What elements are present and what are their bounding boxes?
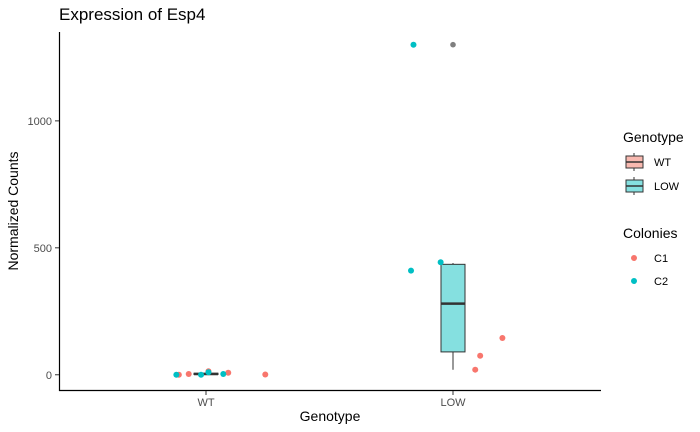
data-point-c1 xyxy=(472,366,479,373)
data-point-c2 xyxy=(220,371,227,378)
y-tick-label: 1000 xyxy=(28,116,52,128)
data-point-c1 xyxy=(477,352,484,359)
data-point-c2 xyxy=(205,369,212,376)
data-point-c1 xyxy=(225,369,232,376)
legend-genotype-label: WT xyxy=(654,157,671,169)
data-point-c1 xyxy=(262,371,269,378)
plot-area xyxy=(173,41,506,378)
data-point-c2 xyxy=(408,267,415,274)
box-outlier-point xyxy=(450,41,456,48)
legend-point-key xyxy=(631,255,637,261)
legend-genotype-items: WT LOW xyxy=(625,153,680,195)
y-tick-label: 0 xyxy=(46,370,52,382)
y-axis-title: Normalized Counts xyxy=(5,151,21,270)
data-point-c2 xyxy=(198,371,205,378)
legend: Genotype WT LOW Colonies C1 C2 xyxy=(623,129,684,288)
data-point-c2 xyxy=(173,371,180,378)
legend-colony-label: C1 xyxy=(654,253,668,265)
legend-colonies-title: Colonies xyxy=(623,225,677,241)
data-point-c2 xyxy=(437,259,444,266)
legend-colonies-items: C1 C2 xyxy=(631,253,668,288)
x-axis-ticks: WT LOW xyxy=(197,391,466,409)
data-point-c1 xyxy=(185,371,192,378)
legend-genotype-label: LOW xyxy=(654,181,680,193)
box-low xyxy=(440,263,466,353)
legend-point-key xyxy=(631,278,637,284)
x-tick-label: LOW xyxy=(440,397,466,409)
y-axis-ticks: 0 500 1000 xyxy=(28,116,59,382)
legend-genotype-title: Genotype xyxy=(623,129,684,145)
x-axis-title: Genotype xyxy=(300,408,361,424)
x-tick-label: WT xyxy=(197,397,214,409)
chart-title: Expression of Esp4 xyxy=(59,5,205,24)
y-tick-label: 500 xyxy=(34,243,52,255)
data-point-c2 xyxy=(410,41,417,48)
data-point-c1 xyxy=(499,334,506,341)
legend-colony-label: C2 xyxy=(654,276,668,288)
